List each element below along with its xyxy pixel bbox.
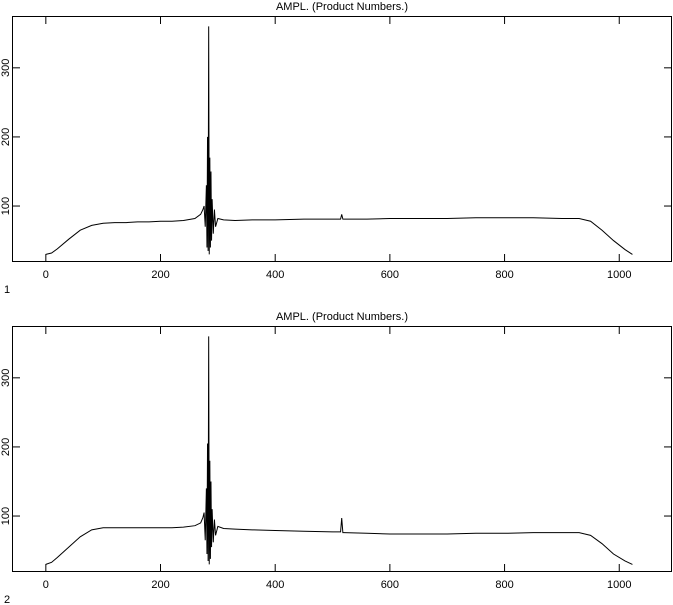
y-tick-label: 200	[0, 128, 12, 146]
x-tick-label: 400	[266, 579, 284, 591]
panel-label: 1	[4, 284, 10, 296]
x-tick-label: 600	[381, 579, 399, 591]
plot-frame	[12, 326, 672, 572]
x-tick-label: 1000	[607, 269, 631, 281]
y-tick-label: 200	[0, 438, 12, 456]
x-tick-label: 0	[43, 269, 49, 281]
chart-title: AMPL. (Product Numbers.)	[276, 311, 408, 323]
x-tick-label: 400	[266, 269, 284, 281]
x-tick-label: 200	[151, 269, 169, 281]
data-line	[45, 336, 633, 565]
chart-title: AMPL. (Product Numbers.)	[276, 1, 408, 13]
y-tick-label: 300	[0, 369, 12, 387]
x-tick-label: 800	[495, 579, 513, 591]
y-tick-label: 100	[0, 507, 12, 525]
y-tick-label: 300	[0, 59, 12, 77]
x-tick-label: 200	[151, 579, 169, 591]
x-tick-label: 600	[381, 269, 399, 281]
x-tick-label: 0	[43, 579, 49, 591]
y-tick-label: 100	[0, 197, 12, 215]
x-tick-label: 1000	[607, 579, 631, 591]
data-line	[45, 26, 633, 255]
plot-frame	[12, 16, 672, 262]
panel-label: 2	[4, 594, 10, 605]
x-tick-label: 800	[495, 269, 513, 281]
